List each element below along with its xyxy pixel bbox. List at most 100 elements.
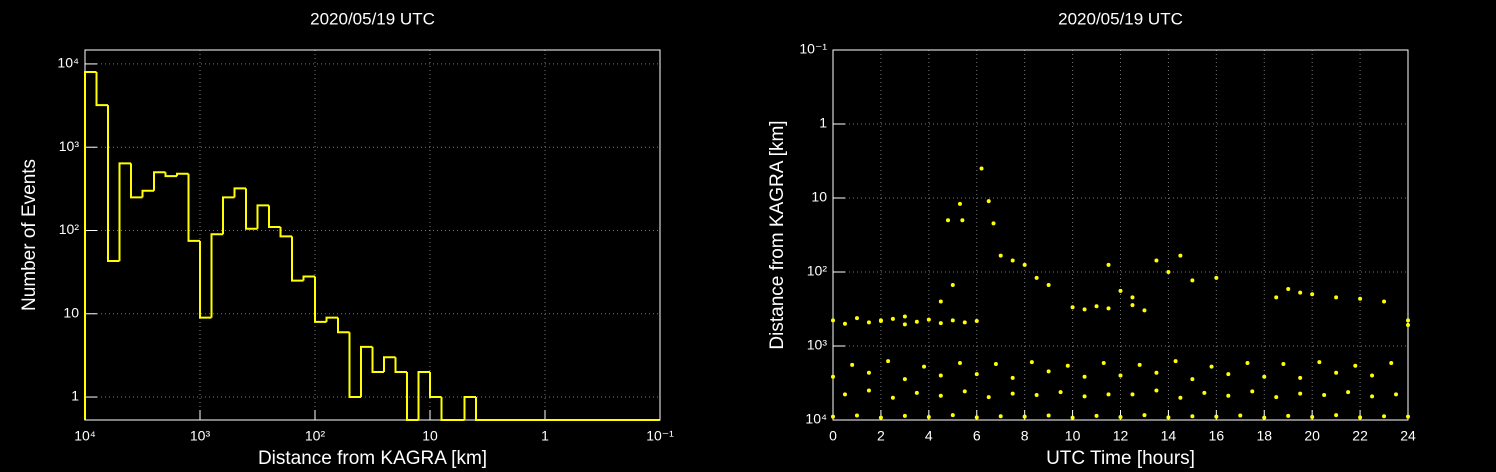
scatter-point: [902, 322, 907, 327]
scatter-point: [866, 388, 871, 393]
chart-title: 2020/05/19 UTC: [310, 9, 435, 28]
histogram-bin: [325, 316, 338, 322]
scatter-point: [962, 320, 967, 325]
scatter-point: [1370, 394, 1375, 399]
histogram-bin: [382, 356, 396, 372]
scatter-point: [1046, 283, 1051, 288]
x-tick-label: 2: [877, 428, 885, 444]
x-tick-label: 6: [973, 428, 981, 444]
scatter-point: [1286, 413, 1291, 418]
scatter-point: [962, 389, 967, 394]
scatter-point: [1154, 388, 1159, 393]
x-tick-label: 1: [541, 428, 549, 444]
x-tick-label: 10: [422, 428, 438, 444]
y-tick-label: 1: [71, 388, 79, 404]
scatter-point: [878, 318, 883, 323]
x-tick-label: 10³: [190, 428, 211, 444]
scatter-point: [938, 321, 943, 326]
histogram-bin: [256, 204, 269, 229]
x-tick-label: 20: [1304, 428, 1320, 444]
x-tick-label: 14: [1161, 428, 1177, 444]
scatter-point: [1106, 392, 1111, 397]
histogram-bin: [221, 196, 235, 235]
scatter-point: [986, 395, 991, 400]
x-tick-label: 10: [1065, 428, 1081, 444]
scatter-point: [974, 319, 979, 324]
histogram-bin: [130, 163, 143, 199]
scatter-point: [831, 374, 835, 379]
y-axis-title: Distance from KAGRA [km]: [767, 120, 788, 349]
histogram-bin: [175, 172, 189, 177]
scatter-point: [1034, 275, 1039, 280]
scatter-point: [1298, 375, 1303, 380]
scatter-point: [1070, 415, 1075, 420]
histogram-bin: [417, 370, 430, 420]
scatter-point: [902, 377, 907, 382]
x-tick-label: 24: [1400, 428, 1416, 444]
scatter-point: [1178, 395, 1183, 400]
scatter-point: [866, 320, 871, 325]
scatter-point: [957, 201, 962, 206]
scatter-point: [926, 414, 931, 419]
scatter-point: [902, 413, 907, 418]
scatter-point: [1029, 360, 1034, 365]
scatter-point: [1209, 364, 1214, 369]
histogram-bin: [210, 233, 223, 318]
histogram-bin: [371, 346, 384, 373]
scatter-point: [1262, 415, 1267, 420]
scatter-point: [991, 221, 996, 226]
scatter-point: [1250, 389, 1255, 394]
histogram-bin: [394, 357, 407, 373]
scatter-point: [1202, 390, 1207, 395]
scatter-point: [1106, 306, 1111, 311]
scatter-point: [1094, 413, 1099, 418]
scatter-point: [1010, 391, 1015, 396]
histogram-bin: [440, 397, 453, 421]
scatter-point: [1353, 363, 1358, 368]
scatter-point: [1317, 360, 1322, 365]
scatter-point: [1274, 395, 1279, 400]
scatter-point: [1094, 304, 1099, 309]
scatter-point: [1190, 377, 1195, 382]
scatter-point: [1034, 393, 1039, 398]
scatter-point: [1178, 253, 1183, 258]
scatter-point: [993, 361, 998, 366]
y-tick-label: 10⁻¹: [799, 41, 827, 57]
scatter-point: [1137, 362, 1142, 367]
y-tick-label: 10: [811, 189, 827, 205]
scatter-point: [974, 415, 979, 420]
x-tick-label: 18: [1256, 428, 1272, 444]
scatter-point: [1334, 413, 1339, 418]
histogram-bin: [141, 189, 154, 198]
scatter-point: [1130, 295, 1135, 300]
x-axis-title: UTC Time [hours]: [1046, 448, 1195, 469]
x-tick-label: 12: [1113, 428, 1129, 444]
scatter-point: [1382, 414, 1387, 419]
y-tick-label: 10: [63, 304, 79, 320]
scatter-point: [1281, 361, 1286, 366]
scatter-point: [1389, 361, 1394, 366]
scatter-point: [1082, 374, 1087, 379]
histogram-bin: [187, 173, 200, 242]
scatter-point: [1106, 262, 1111, 267]
scatter-point: [957, 361, 962, 366]
histogram-bin: [429, 371, 442, 399]
histogram-bin: [95, 72, 108, 107]
scatter-point: [1334, 370, 1339, 375]
scatter-point: [1173, 359, 1178, 364]
scatter-point: [890, 316, 895, 321]
scatter-point: [831, 414, 835, 419]
x-tick-label: 10⁴: [74, 428, 96, 444]
scatter-point: [1022, 414, 1027, 419]
histogram-bin: [348, 332, 362, 399]
histogram-bin: [164, 172, 177, 178]
scatter-point: [1322, 393, 1327, 398]
scatter-point: [1046, 413, 1051, 418]
scatter-point: [1226, 372, 1231, 377]
scatter-point: [1118, 414, 1123, 419]
scatter-point: [1346, 390, 1351, 395]
scatter-point: [1298, 290, 1303, 295]
scatter-point: [914, 319, 919, 324]
scatter-point: [1022, 262, 1027, 267]
scatter-point: [1166, 270, 1171, 274]
